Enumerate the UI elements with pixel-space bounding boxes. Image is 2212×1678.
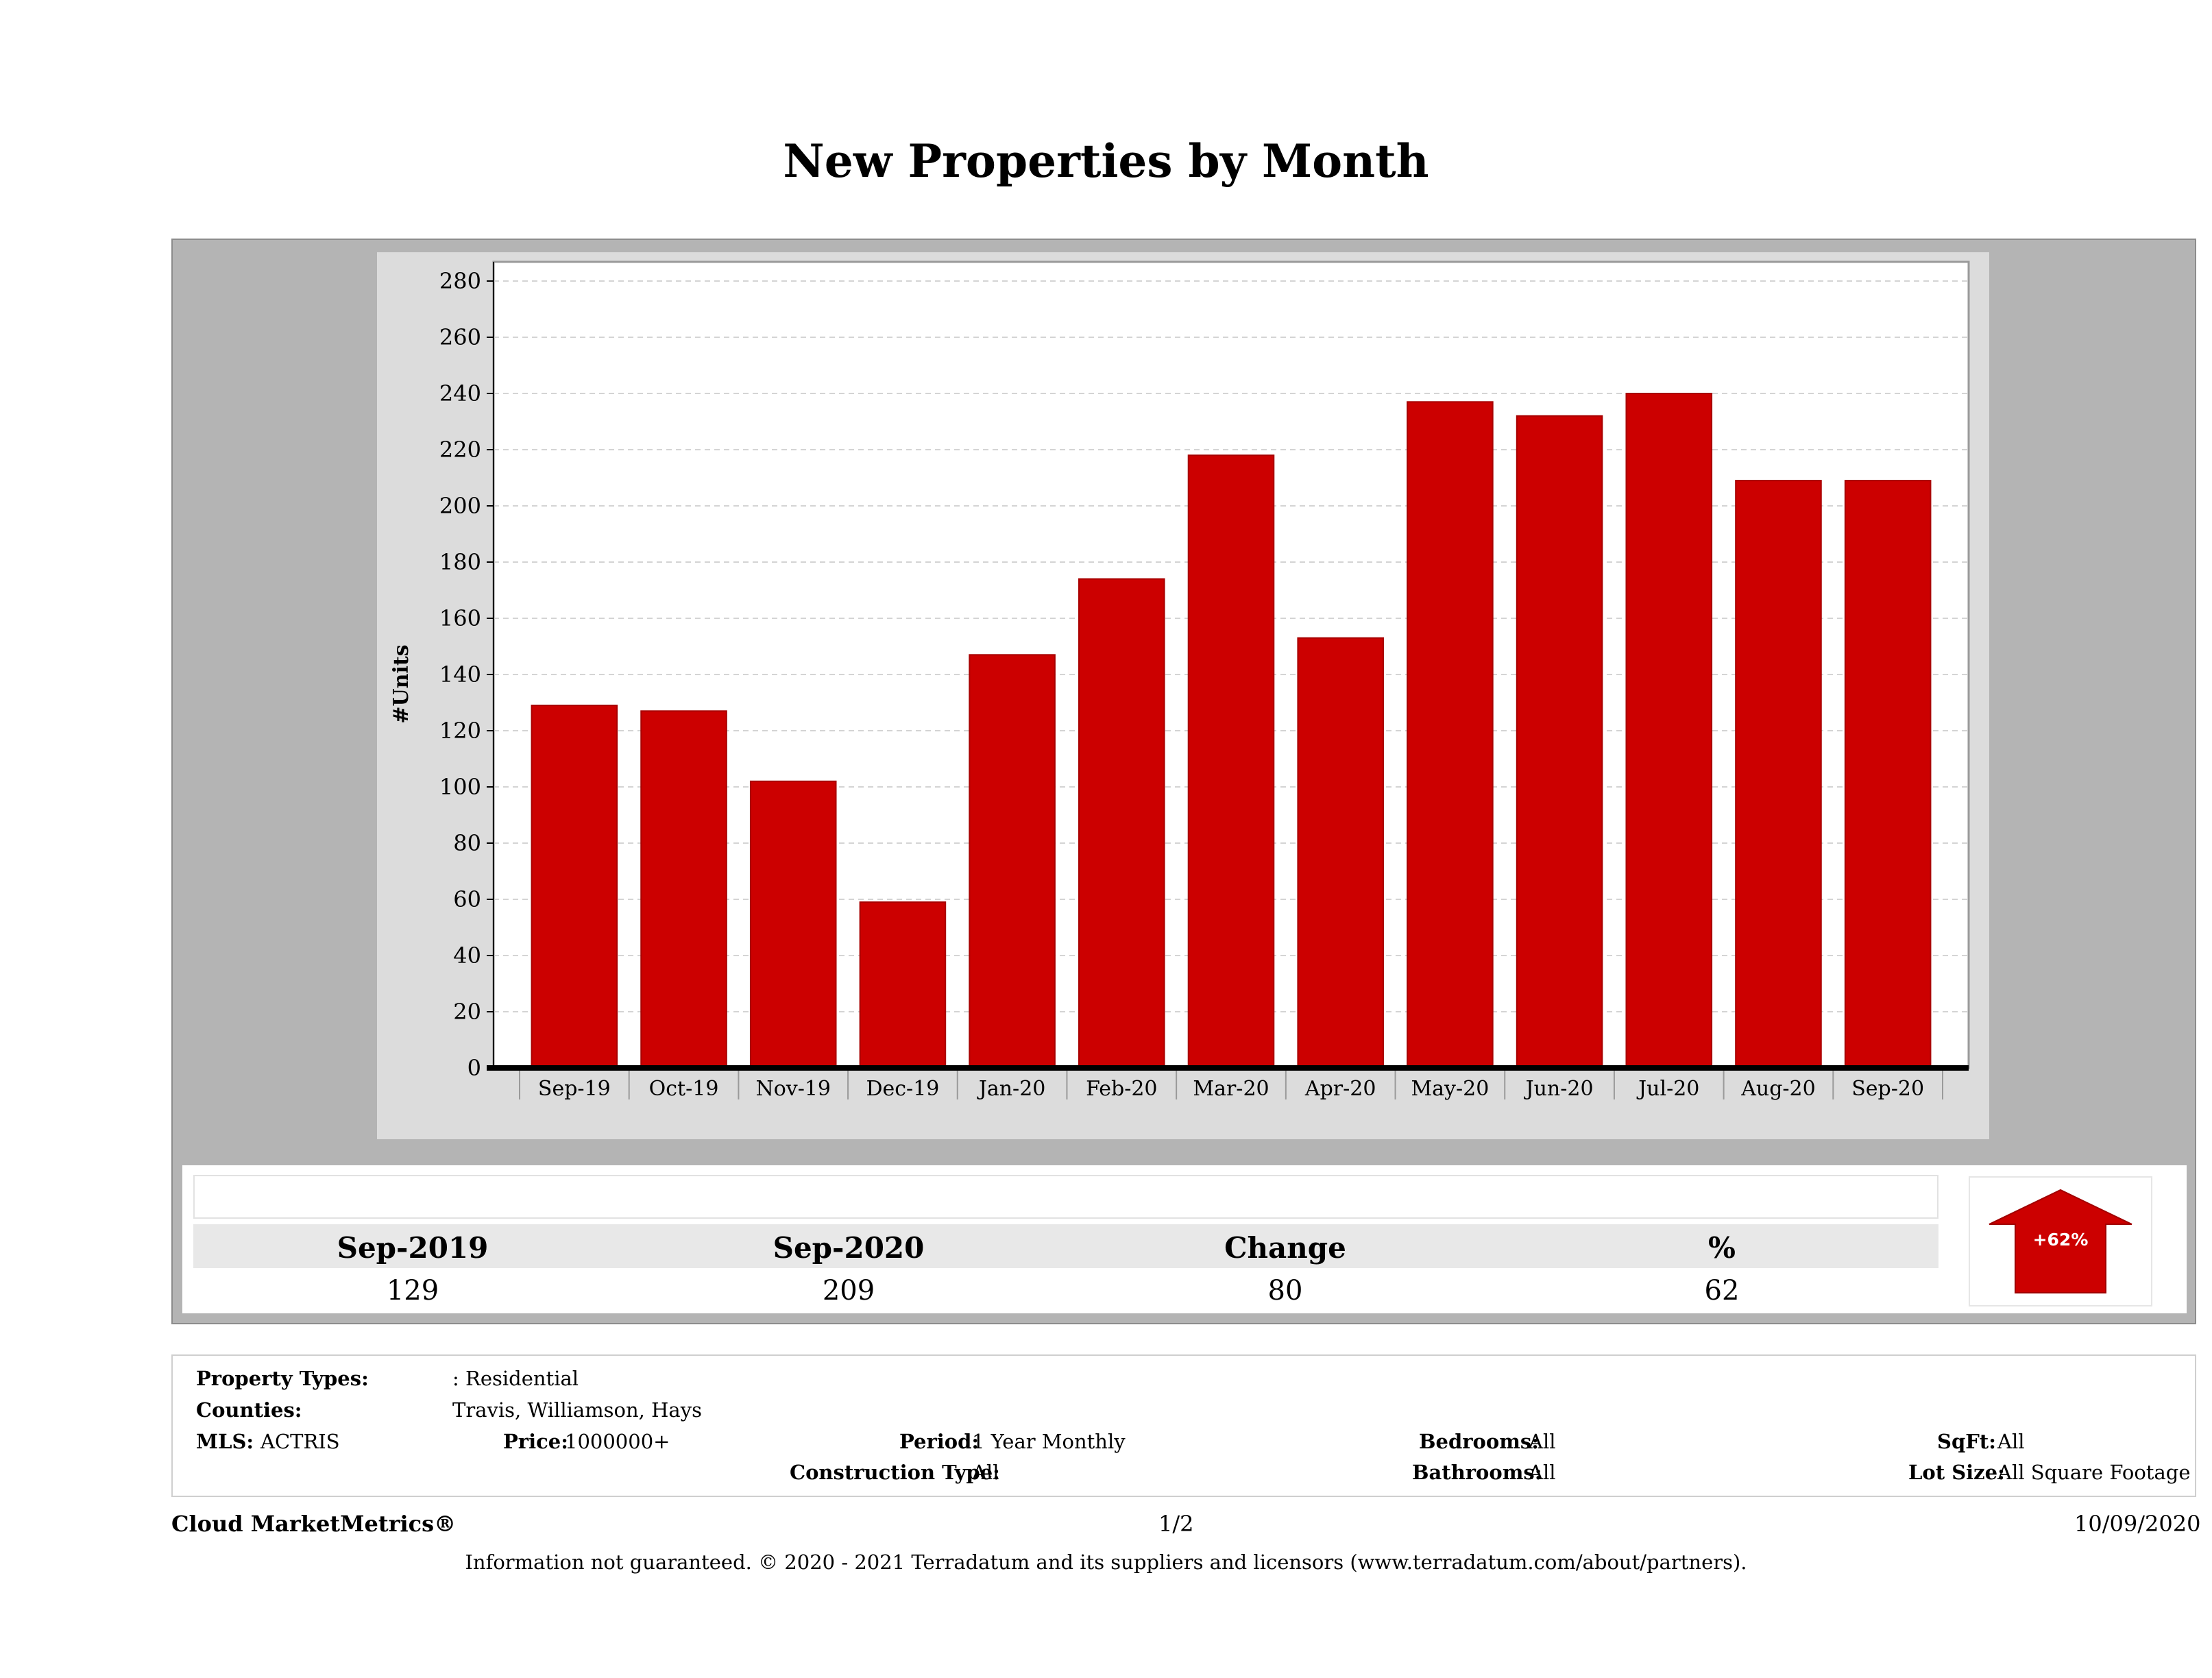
x-tick-label: Jun-20 bbox=[1524, 1077, 1594, 1101]
y-tick-label: 20 bbox=[453, 999, 481, 1025]
bedrooms-label: Bedrooms: bbox=[1419, 1430, 1539, 1453]
x-tick-label: Oct-19 bbox=[649, 1077, 719, 1101]
x-tick-label: Jul-20 bbox=[1636, 1077, 1699, 1101]
bar-chart: 0 20 40 60 80 100 120 140 160 180 200 220 240 260 280 S… bbox=[389, 260, 1970, 1101]
summary-header-row: Sep-2019 Sep-2020 Change % bbox=[193, 1224, 1938, 1268]
counties-value: Travis, Williamson, Hays bbox=[452, 1398, 702, 1422]
y-tick-label: 140 bbox=[439, 661, 481, 688]
y-tick-label: 180 bbox=[439, 549, 481, 575]
counties-label: Counties: bbox=[196, 1398, 302, 1422]
sqft-label: SqFt: bbox=[1937, 1430, 1996, 1453]
bar-feb-20 bbox=[1078, 578, 1165, 1069]
chart-title: New Properties by Month bbox=[783, 134, 1429, 188]
bar-jan-20 bbox=[969, 654, 1056, 1069]
summary-header-start: Sep-2019 bbox=[337, 1231, 489, 1265]
bar-nov-19 bbox=[749, 780, 837, 1069]
y-tick-label: 80 bbox=[453, 830, 481, 856]
bar-apr-20 bbox=[1297, 637, 1384, 1069]
property-types-label: Property Types: bbox=[196, 1367, 369, 1390]
bar-sep-19 bbox=[531, 705, 618, 1069]
page-number: 1/2 bbox=[1158, 1511, 1194, 1537]
sqft-value: All bbox=[1997, 1430, 2025, 1453]
construction-type-value: All bbox=[972, 1461, 999, 1484]
period-value: 1 Year Monthly bbox=[972, 1430, 1126, 1453]
summary-header-percent: % bbox=[1708, 1231, 1736, 1265]
price-value: 1000000+ bbox=[565, 1430, 670, 1453]
search-criteria-panel bbox=[171, 1354, 2196, 1497]
x-tick-label: Mar-20 bbox=[1193, 1077, 1269, 1101]
x-tick-label: Aug-20 bbox=[1740, 1077, 1816, 1101]
bar-mar-20 bbox=[1187, 454, 1275, 1069]
mls-label: MLS: bbox=[196, 1430, 254, 1453]
x-tick-label: Jan-20 bbox=[977, 1077, 1046, 1101]
report-date: 10/09/2020 bbox=[2074, 1511, 2201, 1537]
axes: 0 20 40 60 80 100 120 140 160 180 200 220 240 260 280 S… bbox=[439, 262, 1969, 1101]
y-tick-label: 120 bbox=[439, 718, 481, 744]
summary-value-row: 129 209 80 62 bbox=[193, 1269, 1938, 1311]
up-arrow-icon bbox=[1989, 1189, 2132, 1293]
summary-value-change: 80 bbox=[1267, 1275, 1303, 1306]
summary-value-end: 209 bbox=[822, 1275, 875, 1306]
price-label: Price: bbox=[503, 1430, 568, 1453]
y-tick-label: 60 bbox=[453, 886, 481, 912]
y-tick-label: 240 bbox=[439, 380, 481, 406]
summary-value-percent: 62 bbox=[1704, 1275, 1740, 1306]
y-tick-label: 40 bbox=[453, 943, 481, 969]
x-tick-label: Sep-19 bbox=[538, 1077, 611, 1101]
y-tick-label: 280 bbox=[439, 268, 481, 294]
bar-jul-20 bbox=[1625, 393, 1713, 1069]
x-tick-label: Dec-19 bbox=[866, 1077, 939, 1101]
lot-size-label: Lot Size: bbox=[1908, 1461, 2005, 1484]
bar-sep-20 bbox=[1844, 480, 1932, 1069]
y-tick-label: 100 bbox=[439, 774, 481, 800]
disclaimer-text: Information not guaranteed. © 2020 - 202… bbox=[465, 1551, 1747, 1574]
bar-oct-19 bbox=[640, 710, 727, 1069]
bathrooms-value: All bbox=[1529, 1461, 1556, 1484]
x-tick-label: Nov-19 bbox=[755, 1077, 831, 1101]
x-tick-label: May-20 bbox=[1411, 1077, 1489, 1101]
x-tick-label: Sep-20 bbox=[1851, 1077, 1924, 1101]
y-tick-label: 260 bbox=[439, 324, 481, 350]
y-axis-label: #Units bbox=[389, 644, 413, 723]
brand-name: Cloud MarketMetrics® bbox=[171, 1511, 457, 1537]
period-label: Period: bbox=[899, 1430, 980, 1453]
y-tick-label: 220 bbox=[439, 437, 481, 463]
summary-header-end: Sep-2020 bbox=[773, 1231, 925, 1265]
summary-value-start: 129 bbox=[386, 1275, 439, 1306]
property-types-value: : Residential bbox=[452, 1367, 579, 1390]
bar-dec-19 bbox=[859, 901, 947, 1069]
bars bbox=[531, 393, 1932, 1069]
bar-jun-20 bbox=[1516, 415, 1603, 1069]
bar-may-20 bbox=[1407, 401, 1494, 1069]
bathrooms-label: Bathrooms: bbox=[1412, 1461, 1542, 1484]
trend-badge-label: +62% bbox=[2032, 1230, 2089, 1250]
construction-type-label: Construction Type: bbox=[790, 1461, 1000, 1484]
x-tick-label: Apr-20 bbox=[1304, 1077, 1376, 1101]
bedrooms-value: All bbox=[1529, 1430, 1556, 1453]
x-tick-label: Feb-20 bbox=[1086, 1077, 1157, 1101]
y-tick-label: 200 bbox=[439, 493, 481, 519]
summary-header-change: Change bbox=[1224, 1231, 1346, 1265]
lot-size-value: All Square Footage bbox=[1997, 1461, 2191, 1484]
y-tick-label: 160 bbox=[439, 605, 481, 631]
bar-aug-20 bbox=[1735, 480, 1822, 1069]
summary-spacer bbox=[193, 1175, 1938, 1219]
y-tick-label: 0 bbox=[467, 1055, 481, 1081]
mls-value: ACTRIS bbox=[260, 1430, 340, 1453]
